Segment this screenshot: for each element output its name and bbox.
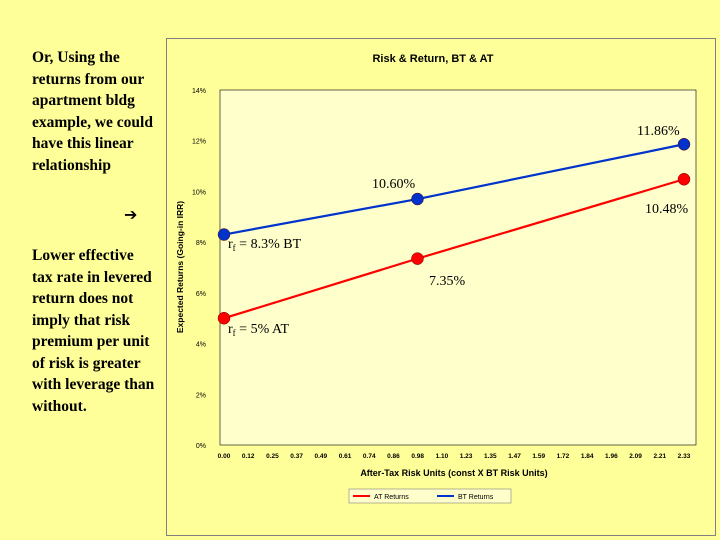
x-tick-label: 0.61 [339, 453, 352, 460]
annotation-bt-end: 11.86% [637, 124, 680, 139]
data-point-bt [217, 228, 231, 241]
intro-text: Or, Using the returns from our apartment… [32, 49, 153, 174]
x-tick-label: 1.84 [581, 453, 594, 460]
y-tick-label: 4% [196, 342, 206, 349]
x-tick-label: 0.37 [290, 453, 303, 460]
chart-frame: Risk & Return, BT & AT Expected Returns … [166, 38, 716, 536]
data-point-at [411, 252, 424, 265]
legend-at-label: AT Returns [374, 494, 409, 501]
x-tick-label: 0.25 [266, 453, 279, 460]
annotation-at-mid: 7.35% [429, 274, 466, 289]
rf-bt-text: = 8.3% BT [236, 237, 302, 252]
x-tick-label: 1.35 [484, 453, 497, 460]
risk-return-chart: Risk & Return, BT & AT Expected Returns … [175, 53, 697, 504]
rf-at-sub: f [233, 328, 236, 338]
x-tick-label: 0.49 [315, 453, 328, 460]
x-axis-ticks: 0.00 0.12 0.25 0.37 0.49 0.61 0.74 0.86 0.98 1.10… [218, 453, 691, 460]
note-text: Lower effective tax rate in levered retu… [32, 247, 155, 415]
legend-box [348, 488, 512, 504]
data-point-bt [411, 192, 424, 206]
legend: AT Returns BT Returns [348, 488, 512, 504]
rf-bt-prefix: r [228, 237, 233, 252]
data-point-at [217, 311, 231, 325]
y-tick-label: 0% [196, 443, 206, 450]
y-tick-label: 2% [196, 392, 206, 399]
x-tick-label: 0.12 [242, 453, 255, 460]
rf-bt-sub: f [233, 243, 236, 253]
plot-area [219, 89, 697, 446]
annotations-layer: 11.86% 10.60% 10.48% 7.35% rf = 8.3% BT … [228, 124, 689, 338]
chart-title: Risk & Return, BT & AT [372, 53, 493, 65]
y-tick-label: 6% [196, 291, 206, 298]
x-tick-label: 0.86 [387, 453, 400, 460]
x-tick-label: 2.33 [678, 453, 691, 460]
annotation-rf-bt: rf = 8.3% BT [228, 237, 302, 253]
x-tick-label: 2.09 [629, 453, 642, 460]
rf-at-text: = 5% AT [236, 322, 290, 337]
x-tick-label: 2.21 [653, 453, 666, 460]
x-tick-label: 0.74 [363, 453, 376, 460]
x-tick-label: 0.00 [218, 453, 231, 460]
rf-at-prefix: r [228, 322, 233, 337]
y-tick-label: 8% [196, 240, 206, 247]
legend-bt-label: BT Returns [458, 494, 494, 501]
x-axis-label: After-Tax Risk Units (const X BT Risk Un… [360, 468, 547, 478]
x-tick-label: 1.10 [436, 453, 449, 460]
data-point-bt [677, 138, 691, 151]
y-tick-label: 14% [192, 88, 206, 95]
series-layer [217, 138, 691, 325]
y-axis-ticks: 0% 2% 4% 6% 8% 10% 12% 14% [192, 88, 206, 450]
x-tick-label: 1.23 [460, 453, 473, 460]
y-axis-label: Expected Returns (Going-in IRR) [175, 201, 185, 333]
y-tick-label: 10% [192, 189, 206, 196]
x-tick-label: 1.72 [557, 453, 570, 460]
annotation-at-end: 10.48% [645, 202, 689, 217]
x-tick-label: 1.96 [605, 453, 618, 460]
x-tick-label: 0.98 [411, 453, 424, 460]
data-point-at [677, 173, 691, 186]
y-tick-label: 12% [192, 139, 206, 146]
x-tick-label: 1.59 [532, 453, 545, 460]
annotation-bt-mid: 10.60% [372, 177, 416, 192]
x-tick-label: 1.47 [508, 453, 521, 460]
right-arrow-icon: ➔ [124, 205, 138, 224]
annotation-rf-at: rf = 5% AT [228, 322, 290, 338]
